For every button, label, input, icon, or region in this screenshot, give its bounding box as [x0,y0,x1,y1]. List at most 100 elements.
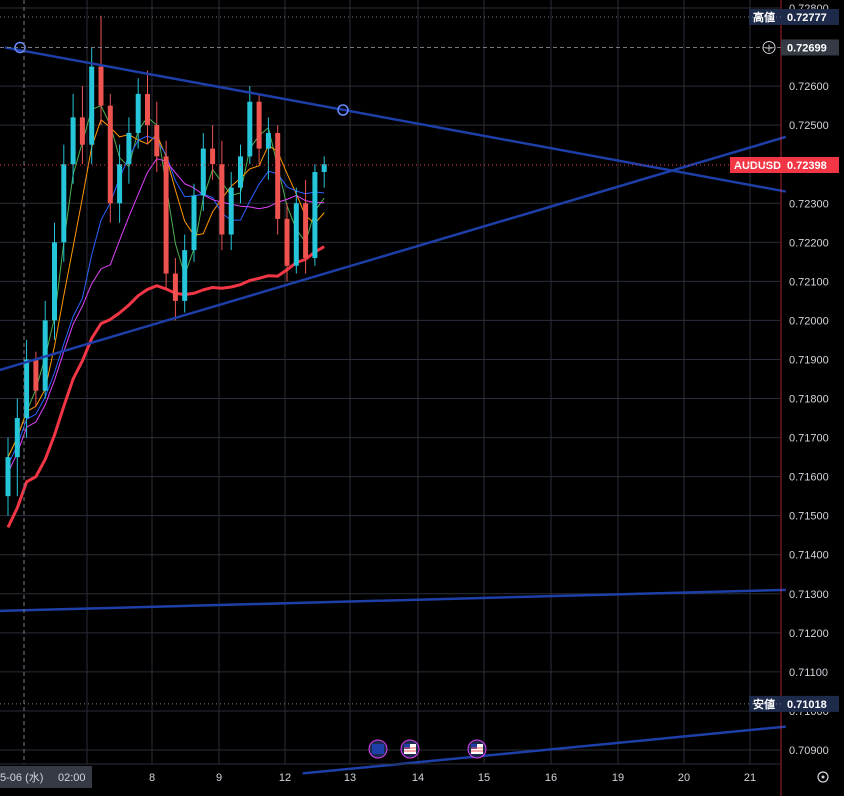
y-tick-label: 0.71700 [789,433,829,445]
candle-body [293,203,299,266]
candle [98,15,104,126]
candle-body [219,164,225,235]
candle-body [33,359,39,391]
candle-body [256,101,262,149]
candle [247,86,253,165]
x-tick-label: 9 [216,772,222,784]
candle-body [247,101,253,157]
candle [33,351,39,407]
y-tick-label: 0.72100 [789,276,829,288]
candle [24,339,30,438]
candle [61,144,67,262]
candle-body [238,156,243,188]
candle-body [265,132,271,149]
candle-body [126,132,132,165]
high-tag-value: 0.72777 [787,12,827,24]
candle [70,93,76,184]
candle [265,117,271,180]
crosshair-time-text: 02:00 [58,772,86,784]
trendline [0,588,786,613]
x-tick-label: 15 [478,772,490,784]
event-flag-icon [467,739,487,759]
candle-body [24,359,30,419]
candle [42,300,48,399]
candle [52,222,57,340]
trendline-handle [337,104,349,116]
y-tick-label: 0.71500 [789,511,829,523]
candle [293,187,299,274]
candle [210,125,216,180]
candle [145,70,150,145]
candles [5,15,327,516]
candle [126,117,132,184]
candle-body [61,164,67,243]
candle [89,47,95,165]
settings-ring [817,771,829,783]
x-tick-label: 13 [344,772,356,784]
candle [154,101,160,173]
candle-body [117,164,123,204]
high-tag-bg [781,8,839,25]
candle [163,140,169,290]
candle-body [228,187,234,235]
x-tick-label: 21 [744,772,756,784]
candle [219,140,225,251]
crosshair-price-tag: 0.72699 [781,39,839,56]
trendline [302,725,786,775]
candle-body [191,195,197,251]
candle-body [135,93,141,133]
candle-body [284,218,290,266]
x-tick-label: 8 [149,772,155,784]
crosshair-price-tag-value: 0.72699 [787,42,827,54]
candle [303,179,309,274]
settings-icon [817,771,829,783]
candle-body [52,242,57,321]
crosshair-price-tag-bg [781,39,839,56]
current-price-tag-label: AUDUSD [734,160,781,172]
candle [200,132,206,212]
price-axis[interactable]: 0.728000.726000.725000.723000.722000.721… [780,0,829,796]
current-price-tag-label-bg [730,156,781,173]
candle-body [107,105,113,204]
candle-body [321,164,327,173]
flag-canton [404,744,410,749]
y-tick-label: 0.72200 [789,237,829,249]
y-tick-label: 0.72300 [789,198,829,210]
current-price-tag-value: 0.72398 [787,160,827,172]
candle [238,144,243,204]
trendline [4,46,787,193]
x-tick-label: 12 [279,772,291,784]
y-tick-label: 0.71900 [789,354,829,366]
candle [79,86,85,165]
candle [14,398,20,497]
crosshair-time-bg [0,766,92,788]
crosshair-time-label: 5-06 (水) 02:00 [0,766,92,788]
low-tag-value: 0.71018 [787,699,827,711]
candle-body [200,148,206,196]
y-tick-label: 0.71300 [789,589,829,601]
candle [5,437,11,516]
y-tick-label: 0.71200 [789,628,829,640]
trendlines[interactable] [0,41,787,775]
x-tick-label: 16 [545,772,557,784]
y-tick-label: 0.71800 [789,394,829,406]
candle [256,93,262,165]
event-flag-icon [368,739,388,759]
time-axis[interactable]: 8 9 12 13 14 15 16 19 20 21 5-06 (水) 02:00 [0,739,829,788]
candle-body [172,273,178,301]
x-tick-label: 19 [612,772,624,784]
y-tick-label: 0.71100 [789,667,828,679]
add-alert-icon [762,40,776,54]
candle [135,78,141,149]
current-price-tag-bg [781,156,839,173]
candle [284,203,290,282]
candle [191,183,197,262]
grid [0,0,780,764]
crosshair: + [0,0,781,764]
candle-body [5,457,11,497]
x-tick-label: 14 [412,772,424,784]
low-tag-bg [781,695,839,712]
